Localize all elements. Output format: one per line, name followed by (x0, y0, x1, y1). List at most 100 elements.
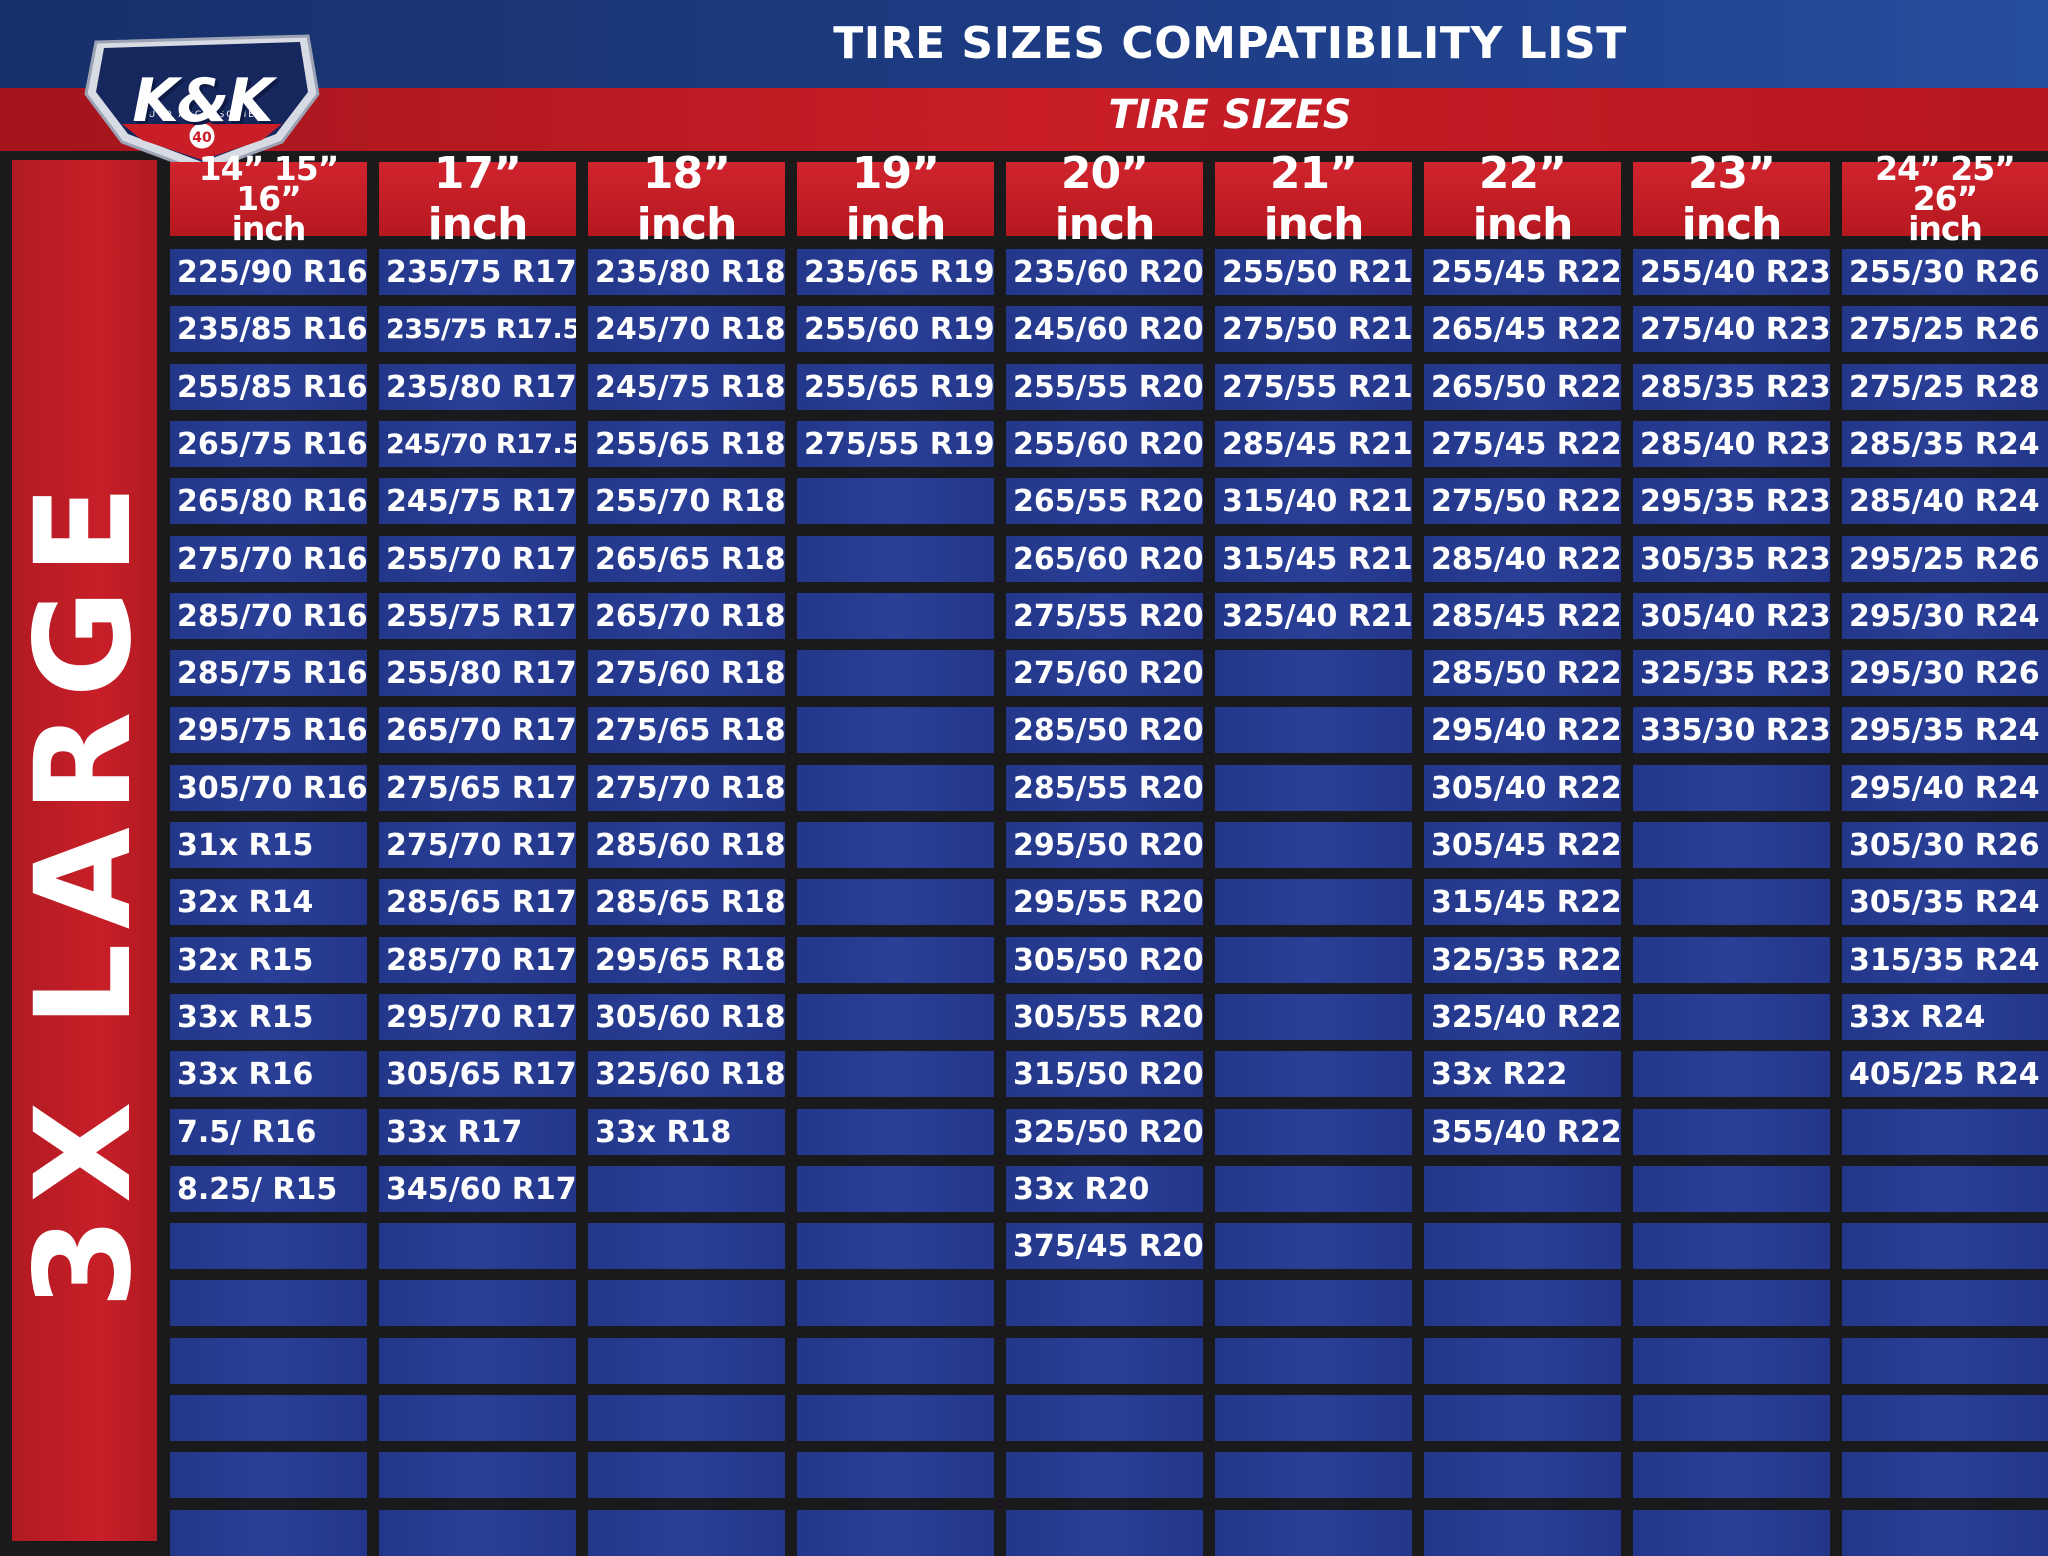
tire-size-cell: 275/70 R16 (170, 536, 367, 582)
tire-size-cell: 7.5/ R16 (170, 1109, 367, 1155)
empty-cell (1842, 1510, 2048, 1556)
header-band-red (0, 88, 2048, 151)
tire-size-cell: 33x R20 (1006, 1166, 1203, 1212)
empty-cell (1633, 1166, 1830, 1212)
tire-size-cell: 8.25/ R15 (170, 1166, 367, 1212)
empty-cell (170, 1338, 367, 1384)
empty-cell (797, 1166, 994, 1212)
empty-cell (797, 765, 994, 811)
column-header: 21” inch (1215, 148, 1412, 250)
empty-cell (1842, 1109, 2048, 1155)
tire-size-cell: 305/40 R22 (1424, 765, 1621, 811)
tire-size-cell: 255/80 R17 (379, 650, 576, 696)
empty-cell (1215, 822, 1412, 868)
side-band (12, 160, 157, 1541)
tire-size-cell: 265/50 R22 (1424, 364, 1621, 410)
column-header: 22” inch (1424, 148, 1621, 250)
empty-cell (1215, 1109, 1412, 1155)
tire-size-cell: 295/30 R26 (1842, 650, 2048, 696)
tire-size-cell: 245/70 R17.5 (379, 421, 576, 467)
brand-logo: 40 AUTO ACCESSORIES K&K (82, 32, 322, 174)
empty-cell (170, 1395, 367, 1441)
logo-tagline: AUTO ACCESSORIES (140, 110, 263, 120)
empty-cell (1424, 1452, 1621, 1498)
tire-size-cell: 265/70 R18 (588, 593, 785, 639)
tire-size-cell: 31x R15 (170, 822, 367, 868)
tire-size-cell: 335/30 R23 (1633, 707, 1830, 753)
empty-cell (1633, 994, 1830, 1040)
tire-size-cell: 275/65 R18 (588, 707, 785, 753)
tire-size-cell: 265/60 R20 (1006, 536, 1203, 582)
empty-cell (588, 1280, 785, 1326)
tire-size-cell: 305/50 R20 (1006, 937, 1203, 983)
tire-size-cell: 305/40 R23 (1633, 593, 1830, 639)
tire-size-cell: 295/65 R18 (588, 937, 785, 983)
tire-size-cell: 285/55 R20 (1006, 765, 1203, 811)
empty-cell (170, 1510, 367, 1556)
tire-size-cell: 285/50 R20 (1006, 707, 1203, 753)
tire-size-cell: 305/65 R17 (379, 1051, 576, 1097)
tire-size-cell: 285/45 R22 (1424, 593, 1621, 639)
tire-size-cell: 285/35 R24 (1842, 421, 2048, 467)
empty-cell (1215, 879, 1412, 925)
empty-cell (1215, 994, 1412, 1040)
tire-size-cell: 295/40 R24 (1842, 765, 2048, 811)
tire-size-cell: 265/45 R22 (1424, 306, 1621, 352)
tire-size-cell: 235/80 R18 (588, 249, 785, 295)
tire-size-cell: 355/40 R22 (1424, 1109, 1621, 1155)
empty-cell (379, 1510, 576, 1556)
tire-size-cell: 315/40 R21 (1215, 478, 1412, 524)
empty-cell (1842, 1395, 2048, 1441)
tire-size-cell: 235/75 R17 (379, 249, 576, 295)
tire-size-cell: 235/60 R20 (1006, 249, 1203, 295)
tire-size-cell: 295/50 R20 (1006, 822, 1203, 868)
tire-size-cell: 285/35 R23 (1633, 364, 1830, 410)
empty-cell (1633, 1223, 1830, 1269)
column-header: 14” 15” 16” inch (170, 152, 367, 245)
tire-size-cell: 315/45 R21 (1215, 536, 1412, 582)
tire-size-cell: 275/65 R17 (379, 765, 576, 811)
tire-size-cell: 305/55 R20 (1006, 994, 1203, 1040)
tire-size-cell: 285/70 R17 (379, 937, 576, 983)
tire-size-cell: 305/35 R23 (1633, 536, 1830, 582)
tire-size-cell: 305/30 R26 (1842, 822, 2048, 868)
empty-cell (1215, 937, 1412, 983)
logo-shield-icon: 40 AUTO ACCESSORIES (84, 34, 320, 174)
tire-size-cell: 255/30 R26 (1842, 249, 2048, 295)
empty-cell (1633, 1338, 1830, 1384)
tire-size-cell: 235/85 R16 (170, 306, 367, 352)
empty-cell (797, 1223, 994, 1269)
empty-cell (797, 1510, 994, 1556)
empty-cell (1215, 1223, 1412, 1269)
tire-size-cell: 255/75 R17 (379, 593, 576, 639)
tire-size-cell: 235/75 R17.5 (379, 306, 576, 352)
tire-size-cell: 275/60 R18 (588, 650, 785, 696)
tire-size-cell: 32x R14 (170, 879, 367, 925)
tire-size-cell: 265/65 R18 (588, 536, 785, 582)
tire-size-cell: 275/55 R21 (1215, 364, 1412, 410)
tire-size-cell: 265/70 R17 (379, 707, 576, 753)
tire-size-cell: 255/65 R19 (797, 364, 994, 410)
column-header: 19” inch (797, 148, 994, 250)
empty-cell (1006, 1395, 1203, 1441)
empty-cell (797, 879, 994, 925)
tire-size-cell: 33x R24 (1842, 994, 2048, 1040)
tire-size-cell: 285/50 R22 (1424, 650, 1621, 696)
tire-size-cell: 305/35 R24 (1842, 879, 2048, 925)
tire-size-cell: 285/75 R16 (170, 650, 367, 696)
tire-size-cell: 305/70 R16 (170, 765, 367, 811)
tire-size-cell: 295/30 R24 (1842, 593, 2048, 639)
empty-cell (1633, 1395, 1830, 1441)
tire-size-cell: 275/70 R17 (379, 822, 576, 868)
tire-size-cell: 275/25 R28 (1842, 364, 2048, 410)
tire-size-cell: 345/60 R17 (379, 1166, 576, 1212)
tire-size-cell: 245/75 R18 (588, 364, 785, 410)
tire-size-cell: 285/65 R17 (379, 879, 576, 925)
empty-cell (1633, 1510, 1830, 1556)
empty-cell (1424, 1166, 1621, 1212)
tire-size-cell: 235/80 R17 (379, 364, 576, 410)
column-header: 18” inch (588, 148, 785, 250)
empty-cell (1842, 1338, 2048, 1384)
empty-cell (797, 1109, 994, 1155)
empty-cell (588, 1166, 785, 1212)
